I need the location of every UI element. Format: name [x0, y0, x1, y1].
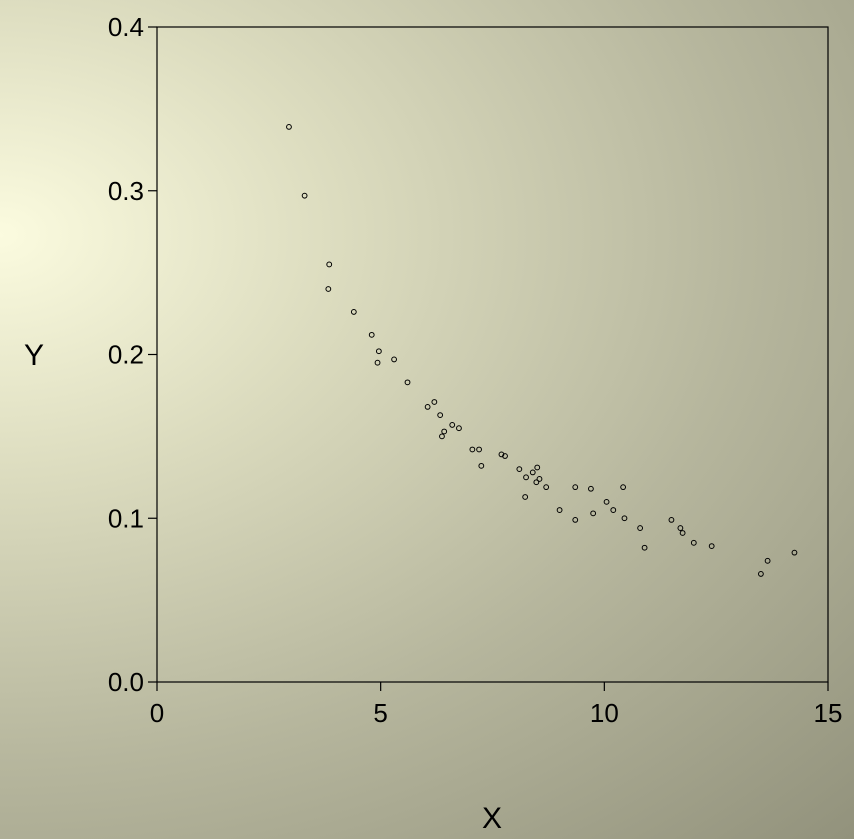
- x-axis: 0 5 10 15: [150, 682, 843, 728]
- data-point: [404, 379, 411, 386]
- x-tick-label: 5: [373, 698, 387, 728]
- data-point: [668, 516, 675, 523]
- data-point: [791, 549, 798, 556]
- data-point: [522, 494, 529, 500]
- y-axis-title: Y: [24, 339, 44, 372]
- data-point: [437, 412, 444, 418]
- y-tick-label: 0.3: [108, 176, 144, 206]
- data-point: [325, 286, 332, 292]
- data-point: [572, 484, 579, 491]
- x-axis-title: X: [482, 802, 502, 835]
- data-point: [764, 557, 771, 564]
- data-point: [368, 331, 375, 338]
- data-point: [326, 261, 333, 268]
- data-point: [375, 348, 382, 355]
- data-point: [456, 425, 462, 432]
- data-point: [641, 544, 648, 551]
- y-tick-label: 0.0: [108, 667, 144, 697]
- y-tick-label: 0.1: [108, 503, 144, 533]
- data-point: [758, 571, 764, 577]
- x-tick-label: 0: [150, 698, 164, 728]
- data-point: [441, 428, 448, 435]
- data-points: [286, 123, 798, 577]
- data-point: [603, 498, 610, 505]
- data-point: [424, 404, 431, 410]
- data-point: [301, 192, 308, 199]
- data-point: [350, 309, 357, 315]
- data-point: [469, 446, 476, 453]
- x-tick-label: 10: [590, 698, 619, 728]
- data-point: [533, 479, 540, 486]
- data-point: [476, 446, 482, 453]
- data-point: [374, 359, 381, 366]
- y-tick-label: 0.2: [108, 340, 144, 370]
- data-point: [677, 525, 684, 531]
- data-point: [502, 453, 508, 459]
- data-point: [679, 530, 686, 536]
- data-point: [391, 356, 397, 363]
- data-point: [572, 516, 579, 523]
- data-point: [516, 466, 523, 473]
- y-axis: 0.0 0.1 0.2 0.3 0.4: [108, 12, 157, 697]
- data-point: [610, 507, 617, 513]
- data-point: [590, 510, 597, 517]
- data-point: [621, 515, 628, 522]
- data-point: [637, 525, 644, 531]
- data-point: [439, 433, 445, 440]
- data-point: [588, 485, 594, 492]
- data-point: [536, 476, 543, 482]
- data-point: [534, 464, 541, 471]
- data-point: [556, 507, 563, 513]
- data-point: [449, 422, 456, 428]
- data-point: [478, 462, 485, 469]
- x-tick-label: 15: [814, 698, 843, 728]
- data-point: [620, 484, 627, 491]
- data-point: [286, 123, 292, 130]
- plot-area-frame: [156, 26, 829, 683]
- data-point: [431, 399, 438, 405]
- data-point: [690, 539, 697, 546]
- data-point: [529, 469, 536, 476]
- data-point: [708, 543, 715, 549]
- y-tick-label: 0.4: [108, 12, 144, 42]
- data-point: [543, 484, 550, 491]
- data-point: [523, 474, 529, 481]
